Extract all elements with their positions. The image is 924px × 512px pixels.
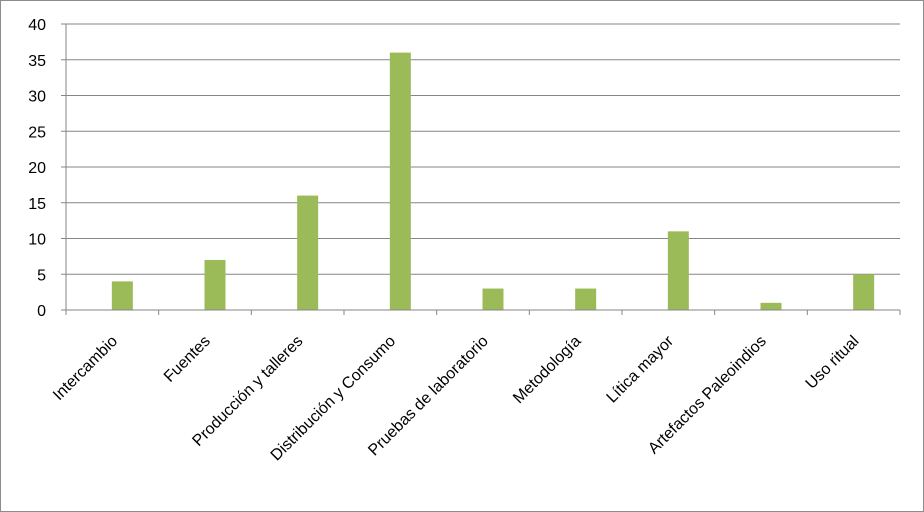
bar bbox=[667, 231, 689, 310]
x-category-label: Fuentes bbox=[161, 333, 214, 386]
y-tick-label: 5 bbox=[37, 267, 46, 284]
bar bbox=[297, 195, 319, 310]
x-category-label: Intercambio bbox=[50, 333, 121, 404]
bar bbox=[111, 281, 133, 310]
y-tick-label: 10 bbox=[28, 232, 46, 249]
x-category-label: Lítica mayor bbox=[604, 332, 678, 406]
x-category-label: Metodología bbox=[510, 333, 584, 407]
bar bbox=[204, 259, 226, 310]
x-category-label: Uso ritual bbox=[803, 333, 863, 393]
y-axis-tick-labels: 0 5 10 15 20 25 30 35 40 bbox=[28, 17, 46, 320]
bar bbox=[853, 274, 875, 310]
y-tick-label: 35 bbox=[28, 53, 46, 70]
y-tick-label: 20 bbox=[28, 160, 46, 177]
bars bbox=[111, 52, 875, 310]
gridlines bbox=[66, 23, 900, 275]
y-tick-label: 40 bbox=[28, 17, 46, 34]
axes bbox=[61, 23, 901, 315]
y-tick-label: 0 bbox=[37, 303, 46, 320]
bar bbox=[482, 288, 504, 310]
bar bbox=[760, 302, 782, 310]
bar bbox=[575, 288, 597, 310]
bar bbox=[389, 52, 411, 310]
y-tick-label: 30 bbox=[28, 89, 46, 106]
y-tick-label: 15 bbox=[28, 196, 46, 213]
y-tick-label: 25 bbox=[28, 124, 46, 141]
